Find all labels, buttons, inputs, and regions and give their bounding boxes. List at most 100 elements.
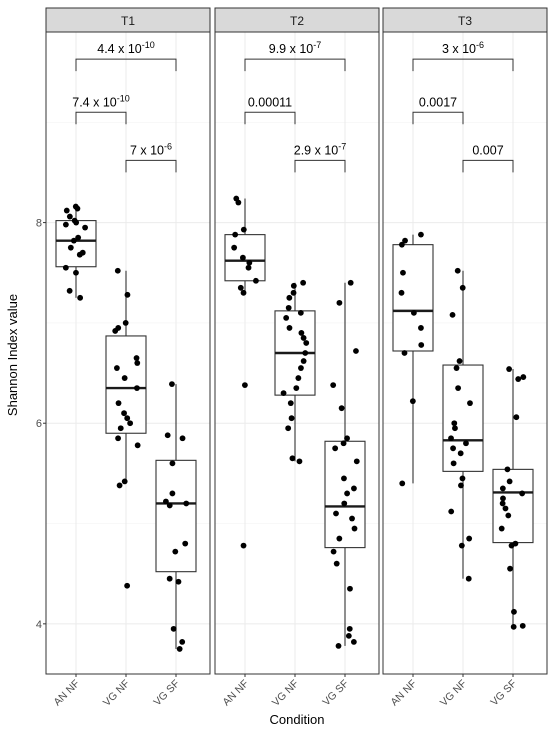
data-point bbox=[347, 279, 354, 286]
data-point bbox=[418, 231, 424, 238]
data-point bbox=[463, 440, 469, 447]
data-point bbox=[410, 309, 417, 316]
data-point bbox=[455, 385, 462, 392]
data-point bbox=[112, 328, 119, 334]
data-point bbox=[170, 625, 177, 632]
data-point bbox=[169, 490, 176, 497]
data-point bbox=[290, 289, 297, 296]
data-point bbox=[164, 432, 171, 439]
box-body bbox=[155, 459, 197, 573]
facet-strip-label: T2 bbox=[290, 14, 304, 28]
data-point bbox=[241, 382, 248, 388]
data-point bbox=[409, 398, 416, 405]
facet-strip bbox=[382, 7, 548, 33]
bracket-line bbox=[244, 111, 296, 125]
bracket-line bbox=[294, 159, 346, 173]
data-point bbox=[467, 400, 473, 407]
data-point bbox=[286, 325, 293, 331]
data-point bbox=[76, 251, 83, 258]
data-point bbox=[353, 348, 359, 354]
data-point bbox=[296, 458, 303, 465]
data-point bbox=[166, 502, 173, 509]
data-point bbox=[303, 340, 310, 346]
data-point bbox=[456, 358, 463, 364]
data-point bbox=[346, 625, 353, 632]
bracket-line bbox=[75, 58, 177, 72]
panel-border bbox=[45, 31, 211, 675]
data-point bbox=[330, 382, 337, 388]
bracket-line bbox=[462, 159, 514, 173]
data-point bbox=[116, 482, 123, 489]
data-point bbox=[300, 358, 307, 364]
p-value-label: 2.9 x 10-7 bbox=[294, 141, 347, 157]
comparison-bracket: 3 x 10-6 bbox=[412, 40, 514, 72]
comparison-bracket: 7 x 10-6 bbox=[125, 141, 177, 173]
data-point bbox=[399, 480, 406, 487]
data-point bbox=[163, 498, 169, 505]
data-point bbox=[499, 485, 506, 492]
data-point bbox=[338, 405, 345, 412]
comparison-bracket: 9.9 x 10-7 bbox=[244, 40, 346, 72]
data-point bbox=[114, 267, 121, 274]
bracket-line bbox=[125, 159, 177, 173]
comparison-bracket: 7.4 x 10-10 bbox=[72, 93, 130, 125]
data-point bbox=[245, 264, 252, 271]
data-point bbox=[520, 374, 527, 380]
data-point bbox=[300, 279, 307, 286]
box-body bbox=[442, 364, 484, 472]
data-point bbox=[513, 414, 520, 421]
box-an-nf bbox=[392, 234, 434, 484]
comparison-bracket: 2.9 x 10-7 bbox=[294, 141, 347, 173]
data-point bbox=[345, 632, 352, 639]
data-point bbox=[235, 199, 242, 206]
bracket-line bbox=[412, 111, 464, 125]
data-point bbox=[504, 466, 511, 473]
data-point bbox=[506, 366, 513, 372]
data-point bbox=[450, 460, 457, 467]
data-point bbox=[289, 455, 296, 462]
data-point bbox=[66, 213, 73, 220]
p-value-label: 0.007 bbox=[472, 143, 503, 157]
data-point bbox=[335, 643, 342, 649]
data-point bbox=[458, 542, 465, 549]
data-point bbox=[285, 304, 292, 311]
data-point bbox=[246, 259, 253, 266]
facet-strip bbox=[214, 7, 380, 33]
data-point bbox=[240, 289, 247, 296]
data-point bbox=[285, 425, 292, 432]
data-point bbox=[398, 241, 405, 248]
data-point bbox=[124, 582, 131, 589]
data-point bbox=[457, 450, 464, 457]
data-point bbox=[459, 475, 466, 482]
data-point bbox=[400, 269, 406, 276]
box-vg-nf bbox=[274, 282, 316, 462]
data-point bbox=[449, 311, 456, 318]
bracket-line bbox=[244, 58, 346, 72]
data-point bbox=[169, 381, 175, 387]
data-point bbox=[287, 400, 294, 407]
data-point bbox=[298, 365, 304, 371]
data-point bbox=[231, 244, 238, 251]
data-point bbox=[134, 360, 141, 366]
data-point bbox=[418, 342, 425, 348]
data-point bbox=[510, 623, 517, 630]
data-point bbox=[344, 435, 350, 442]
data-point bbox=[350, 639, 357, 645]
data-point bbox=[298, 330, 305, 336]
data-point bbox=[122, 320, 129, 326]
data-point bbox=[500, 495, 506, 502]
data-point bbox=[452, 425, 458, 432]
y-tick-label: 8 bbox=[36, 218, 42, 230]
data-point bbox=[113, 365, 120, 371]
data-point bbox=[351, 485, 357, 492]
data-point bbox=[344, 490, 350, 497]
data-point bbox=[239, 254, 246, 261]
data-point bbox=[82, 224, 88, 231]
bracket-line bbox=[75, 111, 127, 125]
p-value-label: 7.4 x 10-10 bbox=[72, 93, 130, 109]
data-point bbox=[451, 420, 458, 427]
data-point bbox=[341, 500, 348, 507]
data-point bbox=[176, 646, 183, 652]
